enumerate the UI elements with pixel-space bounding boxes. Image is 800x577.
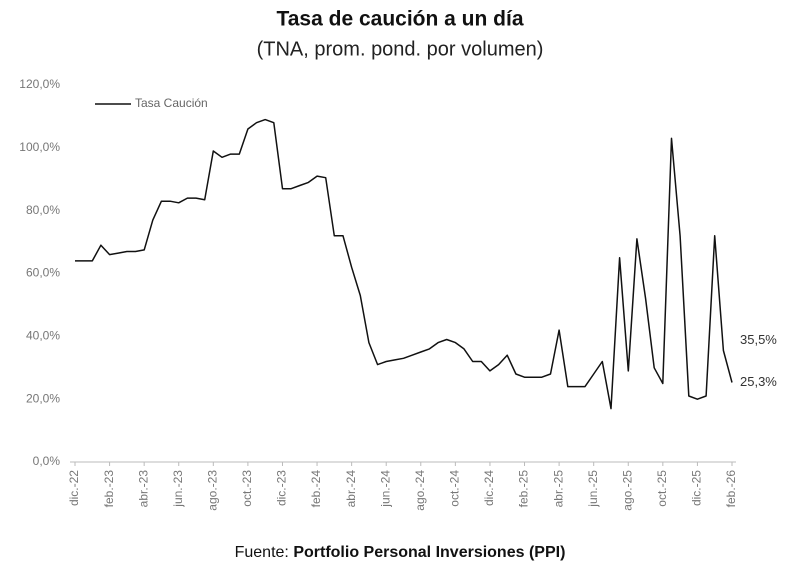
x-tick-label: ago.-25: [620, 470, 634, 511]
chart-subtitle: (TNA, prom. pond. por volumen): [257, 38, 544, 60]
y-tick-label: 120,0%: [19, 77, 60, 91]
x-tick-label: feb.-24: [309, 470, 323, 508]
source-name: Portfolio Personal Inversiones (PPI): [293, 544, 565, 561]
x-tick-label: jun.-25: [586, 470, 600, 508]
x-tick-label: feb.-25: [517, 470, 531, 508]
x-tick-label: oct.-24: [448, 470, 462, 507]
y-tick-label: 100,0%: [19, 140, 60, 154]
legend-label: Tasa Caución: [135, 96, 208, 110]
x-tick-label: jun.-24: [378, 470, 392, 508]
x-tick-label: ago.-24: [413, 470, 427, 511]
x-tick-label: abr.-24: [344, 470, 358, 508]
x-tick-label: dic.-24: [482, 470, 496, 506]
x-tick-label: feb.-23: [102, 470, 116, 508]
x-tick-label: oct.-23: [240, 470, 254, 507]
y-tick-label: 40,0%: [26, 329, 60, 343]
x-tick-label: dic.-25: [690, 470, 704, 506]
x-tick-label: jun.-23: [171, 470, 185, 508]
source: Fuente: Portfolio Personal Inversiones (…: [235, 544, 566, 561]
data-label: 25,3%: [740, 374, 777, 389]
y-tick-label: 80,0%: [26, 203, 60, 217]
x-tick-label: oct.-25: [655, 470, 669, 507]
x-tick-label: abr.-23: [136, 470, 150, 508]
y-tick-label: 20,0%: [26, 391, 60, 405]
line: [75, 118, 733, 410]
source-prefix: Fuente:: [235, 544, 289, 561]
x-tick-label: dic.-23: [275, 470, 289, 506]
chart-title: Tasa de caución a un día: [276, 8, 523, 31]
data-label: 35,5%: [740, 332, 777, 347]
x-tick-label: abr.-25: [551, 470, 565, 508]
x-tick-label: dic.-22: [67, 470, 81, 506]
x-tick-label: feb.-26: [724, 470, 738, 508]
y-tick-label: 0,0%: [33, 454, 61, 468]
x-tick-label: ago.-23: [205, 470, 219, 511]
y-tick-label: 60,0%: [26, 266, 60, 280]
